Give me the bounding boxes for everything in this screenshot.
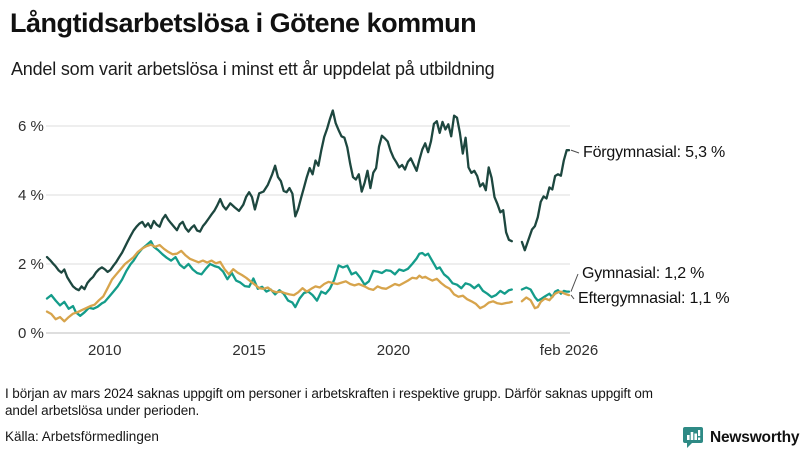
x-tick-label: 2015 [232, 342, 265, 359]
x-tick-label: feb 2026 [540, 342, 598, 359]
series-line-förgymnasial [45, 109, 571, 292]
newsworthy-logo-text: Newsworthy [710, 428, 800, 446]
label-connector [570, 149, 580, 154]
series-label-gymnasial: Gymnasial: 1,2 % [582, 265, 705, 282]
newsworthy-logo-icon [683, 427, 703, 448]
page-title: Långtidsarbetslösa i Götene kommun [10, 8, 477, 38]
y-tick-label: 6 % [18, 118, 44, 135]
y-tick-label: 0 % [18, 325, 44, 342]
label-connector [570, 294, 575, 300]
footnote-line-1: I början av mars 2024 saknas uppgift om … [5, 386, 653, 401]
line-chart: 0 % 2 % 4 % 6 % 2010 2015 2020 feb 2026 [18, 109, 598, 359]
page-subtitle: Andel som varit arbetslösa i minst ett å… [11, 59, 495, 79]
y-tick-label: 2 % [18, 256, 44, 273]
series-label-forgymnasial: Förgymnasial: 5,3 % [583, 144, 726, 161]
series-label-eftergymnasial: Eftergymnasial: 1,1 % [578, 290, 730, 307]
footnote-line-2: andel arbetslösa under perioden. [5, 403, 200, 418]
x-tick-label: 2020 [377, 342, 410, 359]
x-tick-label: 2010 [88, 342, 121, 359]
newsworthy-logo-link[interactable]: Newsworthy [682, 426, 800, 449]
series-line-gymnasial [45, 240, 571, 317]
label-connector [570, 273, 579, 292]
y-tick-label: 4 % [18, 187, 44, 204]
series-line-eftergymnasial [45, 243, 571, 323]
source-note: Källa: Arbetsförmedlingen [5, 429, 159, 444]
